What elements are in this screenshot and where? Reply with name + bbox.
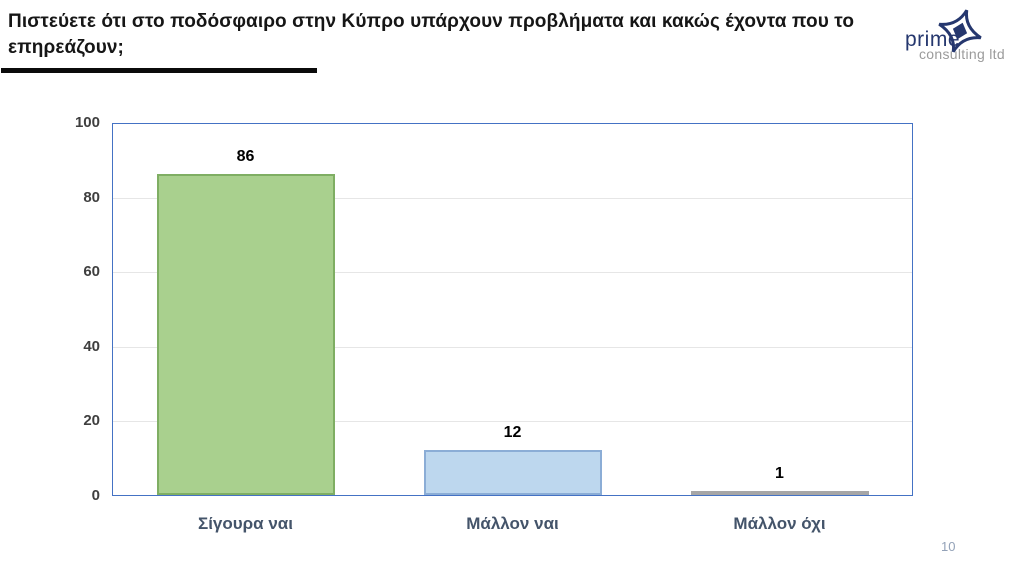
bar-1	[424, 450, 602, 495]
gridline	[112, 421, 913, 423]
category-label: Μάλλον ναι	[466, 514, 559, 533]
gridline	[112, 272, 913, 274]
bar-2	[691, 491, 869, 495]
logo-text-consulting: consulting ltd	[919, 46, 1005, 62]
y-tick-label: 40	[83, 337, 100, 355]
slide-title: Πιστεύετε ότι στο ποδόσφαιρο στην Κύπρο …	[8, 11, 855, 58]
y-tick-label: 0	[91, 487, 100, 504]
gridline	[112, 346, 913, 348]
bar-chart: 86 12 1 0 20 40 60 80 100 Σίγουρα ναι Μάλλον ναι…	[75, 114, 913, 533]
y-tick-label: 100	[74, 114, 100, 131]
bar-0	[157, 174, 335, 495]
page-number: 10	[941, 539, 956, 554]
gridline	[112, 197, 913, 199]
bar-value-label: 1	[775, 465, 784, 483]
bar-value-label: 86	[236, 148, 255, 166]
four-point-star-icon	[938, 9, 982, 53]
company-logo: prime consulting ltd	[903, 8, 1015, 64]
y-tick-label: 60	[83, 263, 100, 281]
category-label: Σίγουρα ναι	[198, 514, 293, 533]
bar-value-label: 12	[503, 424, 522, 442]
y-tick-label: 80	[83, 188, 100, 206]
y-tick-label: 20	[83, 412, 100, 430]
category-label: Μάλλον όχι	[733, 514, 826, 533]
logo-text-prime: prime	[905, 28, 961, 51]
title-underline	[1, 68, 317, 73]
